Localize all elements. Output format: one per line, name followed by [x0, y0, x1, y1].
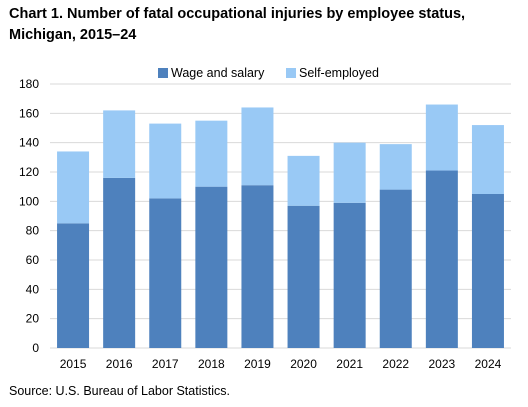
- x-tick-label: 2015: [60, 357, 87, 371]
- y-axis-tick-labels: 0 20 40 60 80 100 120 140 160 180: [19, 77, 39, 355]
- bar-wage-and-salary-2021: [333, 202, 366, 348]
- bar-self-employed-2021: [333, 142, 366, 203]
- bar-wage-and-salary-2022: [379, 189, 412, 348]
- x-axis-tick-labels: 2015 2016 2017 2018 2019 2020 2021 2022 2023 2024: [60, 357, 502, 371]
- bar-wage-and-salary-2015: [57, 223, 90, 348]
- bar-self-employed-2022: [379, 144, 412, 190]
- bar-wage-and-salary-2019: [241, 185, 274, 348]
- bar-wage-and-salary-2017: [149, 198, 182, 348]
- bar-self-employed-2016: [103, 110, 136, 178]
- y-tick-label: 60: [26, 253, 40, 267]
- x-tick-label: 2023: [428, 357, 455, 371]
- bar-wage-and-salary-2016: [103, 177, 136, 348]
- legend-swatch: [158, 68, 168, 78]
- bar-self-employed-2020: [287, 155, 320, 206]
- y-tick-label: 180: [19, 77, 39, 91]
- x-tick-label: 2022: [382, 357, 409, 371]
- bar-self-employed-2015: [57, 151, 90, 224]
- bar-self-employed-2024: [471, 125, 504, 194]
- y-tick-label: 0: [32, 341, 39, 355]
- bar-wage-and-salary-2018: [195, 186, 228, 348]
- x-tick-label: 2019: [244, 357, 271, 371]
- x-tick-label: 2017: [152, 357, 179, 371]
- chart-title: Chart 1. Number of fatal occupational in…: [9, 6, 466, 43]
- bar-wage-and-salary-2020: [287, 205, 320, 348]
- y-tick-label: 160: [19, 106, 39, 120]
- x-tick-label: 2021: [336, 357, 363, 371]
- x-tick-label: 2020: [290, 357, 317, 371]
- y-tick-label: 120: [19, 165, 39, 179]
- bar-wage-and-salary-2024: [471, 194, 504, 348]
- bar-wage-and-salary-2023: [425, 170, 458, 348]
- bars: [57, 104, 504, 348]
- source-note: Source: U.S. Bureau of Labor Statistics.: [9, 384, 230, 398]
- legend: Wage and salary Self-employed: [158, 66, 379, 80]
- bar-self-employed-2019: [241, 107, 274, 186]
- x-tick-label: 2024: [475, 357, 502, 371]
- x-tick-label: 2018: [198, 357, 225, 371]
- y-tick-label: 80: [26, 224, 40, 238]
- y-tick-label: 40: [26, 282, 40, 296]
- y-tick-label: 100: [19, 194, 39, 208]
- y-tick-label: 20: [26, 312, 40, 326]
- legend-label: Wage and salary: [171, 66, 265, 80]
- bar-self-employed-2018: [195, 120, 228, 187]
- bar-self-employed-2017: [149, 123, 182, 199]
- legend-swatch: [286, 68, 296, 78]
- x-tick-label: 2016: [106, 357, 133, 371]
- bar-self-employed-2023: [425, 104, 458, 171]
- legend-label: Self-employed: [299, 66, 379, 80]
- y-tick-label: 140: [19, 136, 39, 150]
